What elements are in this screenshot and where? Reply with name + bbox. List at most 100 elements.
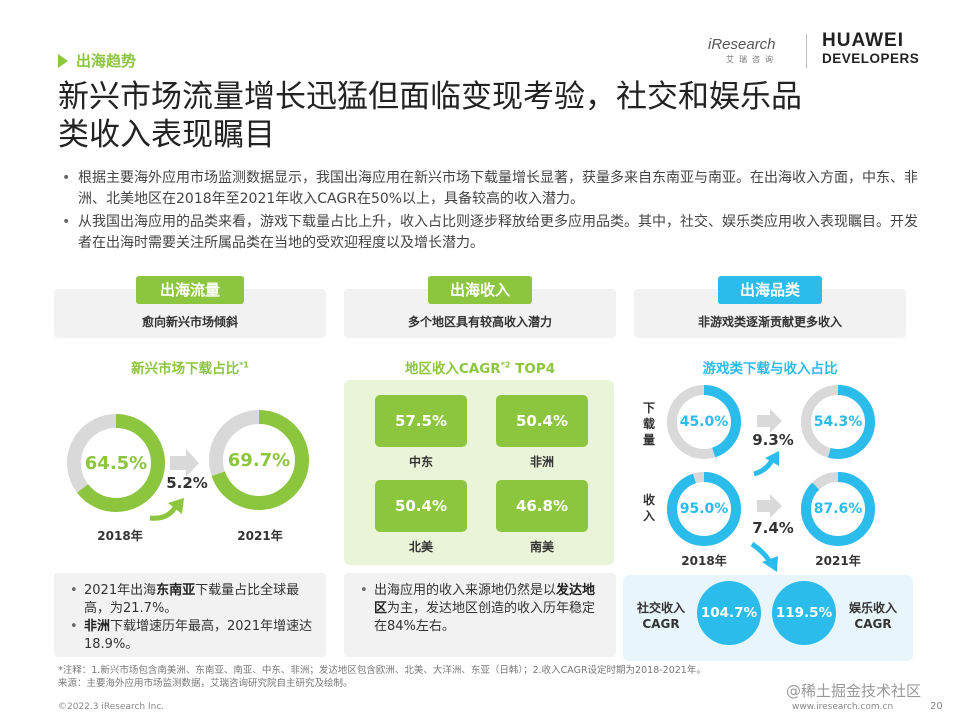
game-revenue-change: 7.4% [752, 519, 794, 537]
donut-segment [667, 472, 741, 546]
page-number: 20 [930, 701, 943, 712]
social-cagr-label-line2: CAGR [642, 617, 680, 631]
traffic-year-2018: 2018年 [97, 529, 143, 543]
iresearch-logo-text: iResearch [708, 36, 776, 53]
logo-divider [806, 34, 807, 68]
donut-segment [209, 410, 309, 510]
traffic-note-line: 2021年出海东南亚下载量占比全球最高，为21.7%。 [70, 582, 316, 618]
huawei-logo-line1: HUAWEI [822, 30, 904, 51]
note-text: 下载量占比全球最高，为21.7%。 [84, 583, 300, 616]
iresearch-logo-sub: 艾瑞咨询 [726, 55, 778, 64]
traffic-2021-value: 69.7% [227, 450, 291, 471]
huawei-developers-logo: HUAWEI DEVELOPERS [822, 30, 919, 66]
iresearch-logo: iResearch 艾瑞咨询 [708, 36, 796, 70]
right-arrow-icon [757, 494, 782, 518]
curved-up-arrow-head-icon [168, 498, 184, 514]
note-text: 为主，发达地区创造的收入历年稳定在84%左右。 [374, 601, 596, 634]
social-cagr-label: 社交收入 CAGR [628, 600, 694, 632]
region-label: 南美 [529, 540, 554, 554]
row-label-revenue: 收入 [642, 493, 655, 523]
traffic-subtitle: 愈向新兴市场倾斜 [141, 315, 238, 329]
traffic-pill: 出海流量 [136, 276, 244, 304]
game-download-2021-value: 54.3% [813, 414, 863, 430]
note-highlight: 东南亚 [156, 583, 196, 598]
category-pill: 出海品类 [718, 276, 822, 304]
entertainment-cagr-label-line1: 娱乐收入 [848, 601, 897, 615]
category-chart-title: 游戏类下载与收入占比 [702, 361, 838, 377]
revenue-chart-title-tail: TOP4 [510, 361, 556, 377]
social-cagr-label-line1: 社交收入 [636, 601, 685, 615]
summary-bullets: 根据主要海外应用市场监测数据显示，我国出海应用在新兴市场下载量增长显著，获量多来… [62, 168, 922, 256]
entertainment-cagr-label: 娱乐收入 CAGR [840, 600, 906, 632]
summary-bullet: 从我国出海应用的品类来看，游戏下载量占比上升，收入占比则逐步释放给更多应用品类。… [62, 212, 922, 254]
curved-down-arrow-icon [750, 541, 773, 564]
right-arrow-icon [757, 409, 782, 433]
donut-segment [801, 385, 875, 459]
traffic-growth-value: 5.2% [166, 474, 208, 492]
copyright: ©2022.3 iResearch Inc. [58, 702, 165, 712]
note-highlight: 非洲 [84, 619, 111, 634]
revenue-subtitle: 多个地区具有较高收入潜力 [407, 315, 552, 329]
region-value-box: 50.4% [375, 480, 467, 532]
traffic-note-box: 2021年出海东南亚下载量占比全球最高，为21.7%。 非洲下载增速历年最高，2… [54, 573, 326, 657]
huawei-logo-line2: DEVELOPERS [822, 51, 920, 66]
row-label-download: 下载量 [642, 401, 655, 447]
site-url: www.iresearch.com.cn [792, 702, 894, 712]
region-value-box: 57.5% [375, 395, 467, 447]
game-download-2018-donut [667, 385, 741, 459]
region-label: 北美 [408, 540, 433, 554]
footnote-source: 来源：主要海外应用市场监测数据，艾瑞咨询研究院自主研究及绘制。 [58, 678, 353, 689]
revenue-chart-title-text: 地区收入CAGR [404, 361, 501, 377]
curved-up-arrow-icon [149, 504, 179, 521]
play-triangle-icon [58, 53, 68, 68]
curved-up-arrow-head-icon [765, 451, 779, 466]
traffic-header: 愈向新兴市场倾斜 [54, 289, 326, 338]
page-title: 新兴市场流量增长迅猛但面临变现考验，社交和娱乐品类收入表现瞩目 [58, 79, 802, 153]
game-revenue-2018-donut [667, 472, 741, 546]
traffic-note-line: 非洲下载增速历年最高，2021年增速达18.9%。 [70, 618, 316, 654]
game-download-2018-value: 45.0% [679, 414, 729, 430]
note-text: 出海应用的收入来源地仍然是以 [374, 583, 557, 598]
entertainment-cagr-label-line2: CAGR [854, 617, 892, 631]
traffic-chart-title-text: 新兴市场下载占比 [131, 361, 240, 377]
traffic-2018-donut [67, 414, 165, 512]
region-label: 非洲 [529, 455, 554, 469]
section-tag-label: 出海趋势 [76, 52, 137, 70]
footnotes: *注释：1.新兴市场包含南美洲、东南亚、南亚、中东、非洲；发达地区包含欧洲、北美… [58, 664, 706, 690]
revenue-note-line: 出海应用的收入来源地仍然是以发达地区为主，发达地区创造的收入历年稳定在84%左右… [360, 582, 606, 636]
donut-segment [801, 472, 875, 546]
category-year-2018: 2018年 [681, 554, 727, 568]
category-year-2021: 2021年 [815, 554, 861, 568]
section-tag: 出海趋势 [58, 50, 136, 71]
traffic-year-2021: 2021年 [237, 529, 283, 543]
region-value-box: 46.8% [496, 480, 588, 532]
revenue-note-box: 出海应用的收入来源地仍然是以发达地区为主，发达地区创造的收入历年稳定在84%左右… [344, 573, 616, 657]
donut-segment [67, 414, 165, 512]
watermark: @稀土掘金技术社区 [786, 682, 922, 700]
game-revenue-2021-donut [801, 472, 875, 546]
revenue-pill: 出海收入 [428, 276, 532, 304]
entertainment-cagr-circle: 119.5% [772, 581, 836, 645]
revenue-chart-title: 地区收入CAGR*2 TOP4 [344, 357, 616, 378]
donut-segment [667, 385, 741, 459]
traffic-2021-donut [209, 410, 309, 510]
game-revenue-2021-value: 87.6% [813, 501, 863, 517]
note-text: 2021年出海 [84, 583, 157, 598]
category-subtitle: 非游戏类逐渐贡献更多收入 [697, 315, 842, 329]
social-cagr-circle: 104.7% [697, 581, 761, 645]
region-value-box: 50.4% [496, 395, 588, 447]
game-revenue-2018-value: 95.0% [679, 501, 729, 517]
note-text: 下载增速历年最高，2021年增速达18.9%。 [84, 619, 313, 652]
revenue-chart-title-sup: *2 [500, 360, 511, 370]
region-label: 中东 [408, 455, 433, 469]
traffic-chart-title-sup: *1 [239, 360, 249, 370]
traffic-2018-value: 64.5% [84, 453, 148, 474]
game-download-change: 9.3% [752, 431, 794, 449]
summary-bullet: 根据主要海外应用市场监测数据显示，我国出海应用在新兴市场下载量增长显著，获量多来… [62, 168, 922, 210]
category-cagr-panel [623, 575, 913, 661]
game-download-2021-donut [801, 385, 875, 459]
right-arrow-icon [170, 449, 199, 477]
note-highlight: 发达地区 [374, 583, 596, 616]
curved-down-arrow-head-icon [762, 556, 778, 572]
